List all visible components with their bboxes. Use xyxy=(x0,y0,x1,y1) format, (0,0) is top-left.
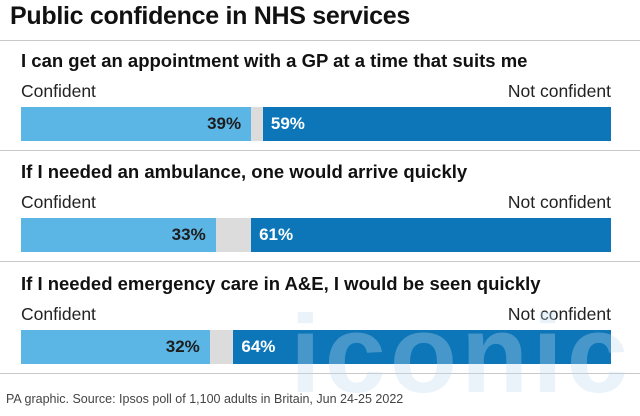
bar-segment-not-confident xyxy=(251,218,611,252)
stacked-bar: 39% 59% xyxy=(21,107,611,141)
question-label: If I needed emergency care in A&E, I wou… xyxy=(21,273,541,294)
chart-title: Public confidence in NHS services xyxy=(10,2,410,30)
bar-segment-neutral xyxy=(251,107,263,141)
value-label-confident: 39% xyxy=(207,114,242,133)
question-label: If I needed an ambulance, one would arri… xyxy=(21,161,468,182)
divider xyxy=(0,40,640,41)
value-label-confident: 33% xyxy=(171,225,206,244)
bar-segment-not-confident xyxy=(233,330,611,364)
value-label-not-confident: 61% xyxy=(259,225,294,244)
value-label-not-confident: 64% xyxy=(241,337,276,356)
bar-segment-neutral xyxy=(209,330,234,364)
not-confident-label: Not confident xyxy=(507,81,611,101)
stacked-bar: 32% 64% xyxy=(21,330,611,364)
bar-segment-confident xyxy=(21,330,210,364)
confident-label: Confident xyxy=(21,192,96,212)
bar-segment-confident xyxy=(21,107,252,141)
value-label-not-confident: 59% xyxy=(270,114,305,133)
stacked-bar: 33% 61% xyxy=(21,218,611,252)
bar-segment-not-confident xyxy=(262,107,611,141)
not-confident-label: Not confident xyxy=(507,192,611,212)
source-note: PA graphic. Source: Ipsos poll of 1,100 … xyxy=(6,392,404,406)
bar-segment-confident xyxy=(21,218,216,252)
bar-segment-neutral xyxy=(215,218,252,252)
not-confident-label: Not confident xyxy=(507,304,611,324)
confident-label: Confident xyxy=(21,304,96,324)
divider xyxy=(0,373,640,374)
divider xyxy=(0,150,640,151)
confident-label: Confident xyxy=(21,81,96,101)
divider xyxy=(0,261,640,262)
value-label-confident: 32% xyxy=(165,337,200,356)
question-label: I can get an appointment with a GP at a … xyxy=(21,50,528,71)
